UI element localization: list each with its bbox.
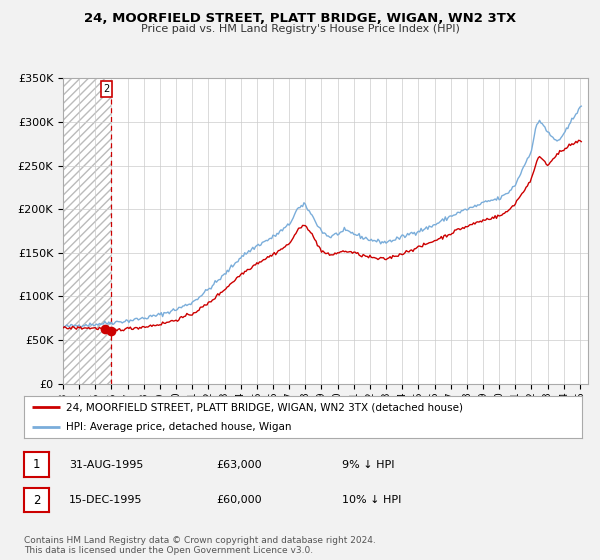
Text: HPI: Average price, detached house, Wigan: HPI: Average price, detached house, Wiga… bbox=[66, 422, 292, 432]
Text: 31-AUG-1995: 31-AUG-1995 bbox=[69, 460, 143, 470]
Bar bbox=[63, 78, 112, 384]
Text: 15-DEC-1995: 15-DEC-1995 bbox=[69, 495, 143, 505]
Text: £60,000: £60,000 bbox=[216, 495, 262, 505]
Text: Contains HM Land Registry data © Crown copyright and database right 2024.: Contains HM Land Registry data © Crown c… bbox=[24, 536, 376, 545]
Text: 9% ↓ HPI: 9% ↓ HPI bbox=[342, 460, 395, 470]
Text: 10% ↓ HPI: 10% ↓ HPI bbox=[342, 495, 401, 505]
Text: This data is licensed under the Open Government Licence v3.0.: This data is licensed under the Open Gov… bbox=[24, 546, 313, 555]
Text: 2: 2 bbox=[33, 493, 40, 507]
Text: Price paid vs. HM Land Registry's House Price Index (HPI): Price paid vs. HM Land Registry's House … bbox=[140, 24, 460, 34]
Text: 24, MOORFIELD STREET, PLATT BRIDGE, WIGAN, WN2 3TX: 24, MOORFIELD STREET, PLATT BRIDGE, WIGA… bbox=[84, 12, 516, 25]
Text: 2: 2 bbox=[104, 84, 110, 94]
Text: 24, MOORFIELD STREET, PLATT BRIDGE, WIGAN, WN2 3TX (detached house): 24, MOORFIELD STREET, PLATT BRIDGE, WIGA… bbox=[66, 402, 463, 412]
Bar bbox=[63, 78, 112, 384]
Text: £63,000: £63,000 bbox=[216, 460, 262, 470]
Text: 1: 1 bbox=[33, 458, 40, 472]
